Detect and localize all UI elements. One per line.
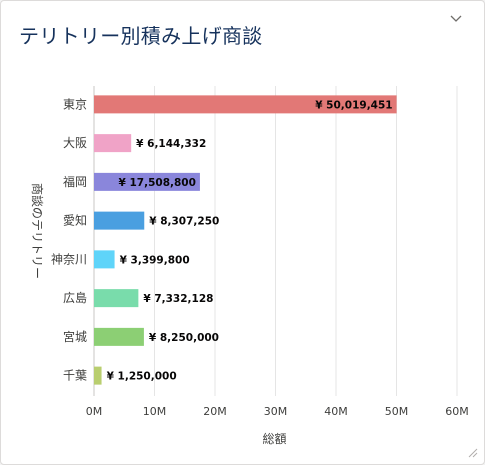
data-label: ¥ 17,508,800 (119, 177, 196, 189)
bar-7 (94, 327, 144, 346)
x-tick-label: 40M (324, 405, 348, 418)
bar-2 (94, 134, 132, 153)
data-label: ¥ 1,250,000 (107, 371, 177, 383)
data-label: ¥ 7,332,128 (143, 293, 213, 305)
resize-handle-icon[interactable] (466, 446, 478, 458)
data-label: ¥ 8,250,000 (149, 332, 219, 344)
x-tick-label: 10M (143, 405, 167, 418)
y-tick-label: 東京 (63, 97, 87, 111)
chevron-down-icon[interactable] (449, 13, 463, 23)
bar-6 (94, 289, 139, 308)
x-tick-label: 60M (445, 405, 469, 418)
chart-title: テリトリー別積み上げ商談 (19, 24, 263, 48)
y-tick-label: 神奈川 (51, 252, 87, 266)
x-tick-label: 0M (86, 405, 103, 418)
bar-4 (94, 211, 145, 230)
data-label: ¥ 6,144,332 (136, 138, 206, 150)
y-axis-title: 商談のテリトリー (30, 183, 45, 279)
y-tick-label: 愛知 (63, 214, 87, 228)
bar-1 (94, 95, 397, 114)
y-tick-label: 千葉 (63, 369, 87, 383)
bar-3 (94, 172, 200, 191)
x-tick-label: 30M (264, 405, 288, 418)
data-label: ¥ 50,019,451 (315, 99, 392, 111)
y-tick-label: 福岡 (63, 174, 87, 189)
bar-8 (94, 366, 102, 385)
x-tick-label: 50M (385, 405, 409, 418)
data-label: ¥ 8,307,250 (149, 216, 219, 228)
y-tick-label: 宮城 (63, 329, 87, 344)
y-tick-label: 大阪 (63, 136, 87, 150)
x-tick-label: 20M (203, 405, 227, 418)
x-axis-title: 総額 (262, 432, 286, 446)
y-tick-label: 広島 (63, 290, 87, 305)
bar-5 (94, 250, 115, 269)
data-label: ¥ 3,399,800 (120, 254, 190, 266)
